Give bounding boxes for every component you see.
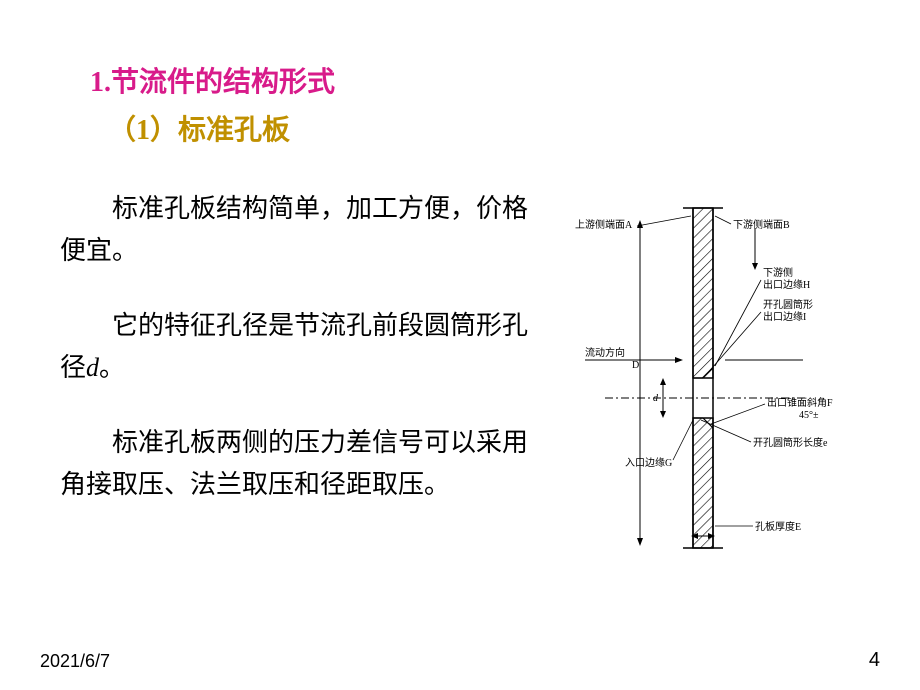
slide-container: 1.节流件的结构形式 （1）标准孔板 标准孔板结构简单，加工方便，价格便宜。 它… [0, 0, 920, 690]
heading-1: 1.节流件的结构形式 [90, 60, 880, 100]
label-cylinder-length: 开孔圆筒形长度e [753, 436, 828, 449]
dim-D: D [632, 360, 639, 371]
content-row: 标准孔板结构简单，加工方便，价格便宜。 它的特征孔径是节流孔前段圆筒形孔径d。 … [60, 188, 880, 568]
label-flow-direction: 流动方向 [585, 346, 625, 359]
label-plate-thickness: 孔板厚度E [755, 520, 801, 533]
para2-variable: d [86, 353, 99, 382]
para2-suffix: 。 [99, 353, 125, 382]
label-downstream-face: 下游侧端面B [733, 218, 790, 231]
label-outlet-cone-angle: 出口锥面斜角F [767, 396, 833, 409]
diagram-column: D d 上游侧端面A 下游侧端面B 下游侧 出口边缘H 开 [540, 188, 880, 568]
para2-prefix: 它的特征孔径是节流孔前段圆筒形孔径 [60, 311, 528, 382]
paragraph-3: 标准孔板两侧的压力差信号可以采用角接取压、法兰取压和径距取压。 [60, 422, 530, 505]
label-outlet-edge-i: 出口边缘I [763, 310, 806, 323]
text-column: 标准孔板结构简单，加工方便，价格便宜。 它的特征孔径是节流孔前段圆筒形孔径d。 … [60, 188, 530, 568]
label-outlet-edge-h: 出口边缘H [763, 278, 810, 291]
paragraph-2: 它的特征孔径是节流孔前段圆筒形孔径d。 [60, 305, 530, 388]
label-upstream-face: 上游侧端面A [575, 218, 633, 231]
footer-date: 2021/6/7 [40, 651, 110, 672]
heading-2: （1）标准孔板 [108, 108, 880, 148]
label-inlet-edge: 入口边缘G [625, 456, 672, 469]
label-cylinder-shape: 开孔圆筒形 [763, 298, 813, 311]
footer-page-number: 4 [869, 649, 880, 672]
label-angle-value: 45°± [799, 410, 819, 421]
label-downstream-side: 下游侧 [763, 266, 793, 279]
orifice-plate-diagram: D d 上游侧端面A 下游侧端面B 下游侧 出口边缘H 开 [555, 188, 865, 568]
paragraph-1: 标准孔板结构简单，加工方便，价格便宜。 [60, 188, 530, 271]
